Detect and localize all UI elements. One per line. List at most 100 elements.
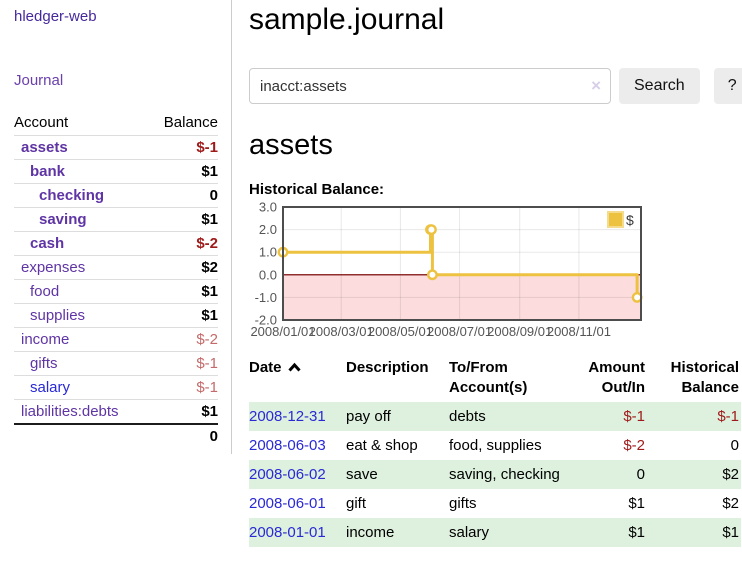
account-link[interactable]: checking	[39, 187, 105, 204]
account-row: salary $-1	[14, 375, 218, 400]
account-row: checking 0	[14, 183, 218, 208]
account-balance: 0	[148, 183, 218, 208]
transaction-description: gift	[346, 495, 367, 512]
sidebar-nav: Journal	[14, 72, 218, 90]
x-tick-label: 2008/03/01	[309, 324, 374, 339]
account-row: income $-2	[14, 327, 218, 352]
accounts-header-balance: Balance	[148, 111, 218, 136]
transaction-date-link[interactable]: 2008-06-03	[249, 437, 326, 454]
account-balance: $-1	[148, 375, 218, 400]
account-link[interactable]: supplies	[30, 307, 86, 324]
account-balance: $-1	[148, 351, 218, 376]
account-balance: $-1	[196, 139, 218, 156]
account-heading: assets	[249, 129, 333, 161]
transaction-description: save	[346, 466, 378, 483]
account-balance: $-2	[148, 231, 218, 256]
transaction-accounts: salary	[449, 524, 490, 541]
transaction-accounts: debts	[449, 408, 486, 425]
account-link[interactable]: food	[30, 283, 60, 300]
account-balance: $-2	[148, 327, 218, 352]
x-tick-label: 2008/09/01	[487, 324, 552, 339]
search-input[interactable]	[249, 68, 611, 104]
account-link[interactable]: bank	[30, 163, 66, 180]
transaction-date-link[interactable]: 2008-06-02	[249, 466, 326, 483]
help-button[interactable]: ?	[713, 68, 742, 104]
y-tick-label: 1.0	[259, 245, 277, 260]
legend-swatch	[607, 211, 624, 228]
transaction-amount: 0	[636, 466, 645, 483]
transaction-amount: $-2	[623, 437, 645, 454]
account-link[interactable]: liabilities:debts	[21, 403, 119, 420]
account-balance: $2	[148, 255, 218, 280]
account-row: liabilities:debts $1	[14, 399, 218, 424]
register-row: 2008-01-01 income salary $1 $1	[249, 518, 741, 547]
transaction-accounts: saving, checking	[449, 466, 560, 483]
sidebar-item-journal[interactable]: Journal	[14, 72, 64, 89]
account-row: cash $-2	[14, 231, 218, 256]
data-point	[427, 269, 438, 281]
transaction-date-link[interactable]: 2008-12-31	[249, 408, 326, 425]
account-row: assets $-1	[14, 136, 218, 160]
account-link[interactable]: saving	[39, 211, 87, 228]
account-balance: $1	[148, 159, 218, 184]
account-link[interactable]: salary	[30, 379, 71, 396]
search-button[interactable]: Search	[619, 68, 700, 104]
account-link[interactable]: assets	[21, 139, 68, 156]
historical-balance-chart: $3.0 2.0 1.0 0.0 -1.0 -2.0 2008/01/01 2008/03/0…	[249, 202, 742, 343]
app-window: hledger-web Journal Account Balance asse…	[0, 0, 742, 547]
register-header-description: Description	[346, 359, 429, 376]
account-link[interactable]: gifts	[30, 355, 58, 372]
transaction-date-link[interactable]: 2008-01-01	[249, 524, 326, 541]
sidebar: hledger-web Journal Account Balance asse…	[0, 0, 232, 454]
sort-ascending-icon	[287, 359, 301, 379]
account-row: food $1	[14, 279, 218, 304]
y-tick-label: -1.0	[255, 290, 277, 305]
transaction-date-link[interactable]: 2008-06-01	[249, 495, 326, 512]
account-link[interactable]: expenses	[21, 259, 86, 276]
register-header-accounts: To/From Account(s)	[449, 359, 528, 396]
register-table: Date Description To/From Account(s) Amou…	[249, 356, 741, 547]
transaction-accounts: food, supplies	[449, 437, 542, 454]
chart-title: Historical Balance:	[249, 181, 385, 198]
transaction-balance: 0	[730, 437, 739, 454]
account-row: saving $1	[14, 207, 218, 232]
x-tick-label: 2008/07/01	[427, 324, 492, 339]
y-tick-label: 0.0	[259, 267, 277, 282]
chart-canvas: $3.0 2.0 1.0 0.0 -1.0 -2.02008/01/012008/03/0…	[250, 202, 643, 339]
register-row: 2008-12-31 pay off debts $-1 $-1	[249, 402, 741, 431]
accounts-total-row: 0	[14, 423, 218, 448]
x-tick-label: 2008/11/01	[547, 324, 611, 339]
register-header-balance: Historical Balance	[670, 359, 739, 396]
transaction-description: eat & shop	[346, 437, 418, 454]
accounts-table: Account Balance assets $-1 bank $1 check…	[14, 111, 218, 448]
register-header-date[interactable]: Date	[249, 356, 346, 402]
transaction-balance: $2	[722, 495, 739, 512]
register-row: 2008-06-01 gift gifts $1 $2	[249, 489, 741, 518]
transaction-description: pay off	[346, 408, 391, 425]
y-tick-label: 3.0	[259, 202, 277, 215]
transaction-balance: $2	[722, 466, 739, 483]
negative-region	[283, 274, 641, 320]
transaction-accounts: gifts	[449, 495, 477, 512]
x-tick-label: 2008/05/01	[368, 324, 433, 339]
app-title-link[interactable]: hledger-web	[14, 8, 97, 25]
page-title: sample.journal	[249, 3, 445, 36]
account-balance: $1	[148, 207, 218, 232]
account-row: bank $1	[14, 159, 218, 184]
transaction-description: income	[346, 524, 395, 541]
y-tick-label: -2.0	[255, 313, 277, 328]
account-link[interactable]: income	[21, 331, 70, 348]
account-row: expenses $2	[14, 255, 218, 280]
accounts-total-value: 0	[148, 423, 218, 448]
account-link[interactable]: cash	[30, 235, 65, 252]
transaction-amount: $1	[628, 495, 645, 512]
account-row: gifts $-1	[14, 351, 218, 376]
transaction-amount: $1	[628, 524, 645, 541]
legend-label: $	[626, 212, 634, 228]
main-content: sample.journal × Search ? assets Histori…	[232, 0, 742, 547]
register-header-amount: Amount Out/In	[588, 359, 645, 396]
search-form: × Search ?	[249, 68, 742, 104]
account-balance: $1	[148, 399, 218, 424]
clear-search-icon[interactable]: ×	[591, 76, 601, 95]
transaction-amount: $-1	[623, 408, 645, 425]
